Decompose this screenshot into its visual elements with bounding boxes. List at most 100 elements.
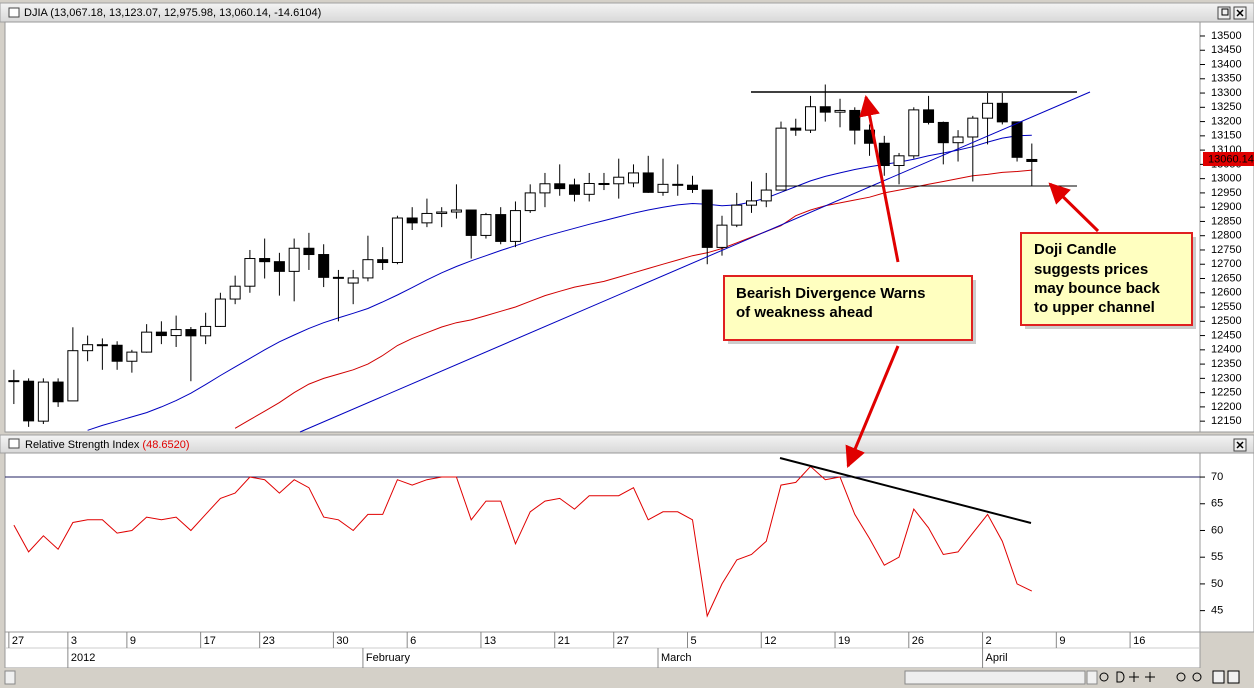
note-text: suggests prices [1034,261,1148,278]
y-tick-label: 60 [1211,524,1223,536]
y-tick-label: 13000 [1211,173,1242,185]
note-text: Doji Candle [1034,241,1117,258]
candle-body [421,212,433,224]
rsi-title: Relative Strength Index (48.6520) [25,439,190,451]
last-price-box [1203,152,1254,166]
last-price: 13060.14 [1208,153,1254,165]
y-tick-label: 12650 [1211,272,1242,284]
candle-body [805,106,817,131]
month-label: 2012 [71,652,95,664]
candle-body [37,381,49,422]
candle-body [952,136,964,144]
candle-body [923,109,935,123]
y-tick-label: 55 [1211,551,1223,563]
note-text: of weakness ahead [736,304,873,321]
y-tick-label: 12450 [1211,329,1242,341]
x-tick-label: 6 [410,635,416,647]
y-tick-label: 12500 [1211,315,1242,327]
candle-body [480,214,492,236]
y-tick-label: 12550 [1211,301,1242,313]
icon [1192,672,1202,682]
candle-body [82,344,94,352]
y-tick-label: 12400 [1211,344,1242,356]
toolbar-icons [1099,670,1240,684]
candle-body [303,247,315,256]
candle-body [8,380,20,383]
candle-body [170,329,182,337]
scroll-right[interactable] [1086,670,1098,685]
y-tick-label: 65 [1211,498,1223,510]
note-text: to upper channel [1034,299,1155,316]
x-tick-label: 27 [617,635,629,647]
x-tick-label: 21 [558,635,570,647]
candle-body [495,214,507,242]
candle-body [613,176,625,185]
x-tick-label: 19 [838,635,850,647]
candle-body [967,117,979,138]
icon[interactable] [1212,670,1225,684]
x-tick-label: 23 [263,635,275,647]
month-label: April [986,652,1008,664]
x-tick-label: 12 [764,635,776,647]
arrow [1048,182,1100,233]
candle-body [96,344,108,347]
candle-body [200,325,212,337]
candle-body [893,155,905,167]
rsi-line [13,465,1033,618]
y-tick-label: 13150 [1211,130,1242,142]
candle-body [259,258,271,263]
candle-body [406,217,418,224]
x-tick-label: 9 [130,635,136,647]
candle-body [878,142,890,167]
y-tick-label: 12800 [1211,230,1242,242]
price-pane [4,21,1201,433]
y-tick-label: 13450 [1211,44,1242,56]
pane-icon [8,438,20,449]
y-tick-label: 13400 [1211,58,1242,70]
candle-body [244,258,256,287]
candle-body [583,182,595,195]
candle-body [790,127,802,131]
y-tick-label: 13200 [1211,115,1242,127]
y-tick-label: 12200 [1211,401,1242,413]
rsi-name: Relative Strength Index [25,439,140,451]
candle-body [288,247,300,272]
candle-body [1026,158,1038,162]
y-tick-label: 70 [1211,471,1223,483]
scrollbar[interactable] [904,670,1086,685]
arrow [845,345,900,468]
y-tick-label: 12700 [1211,258,1242,270]
candle-body [686,184,698,190]
y-tick-label: 12600 [1211,287,1242,299]
y-tick-label: 12250 [1211,387,1242,399]
x-tick-label: 26 [912,635,924,647]
candle-body [185,329,197,337]
maximize-button[interactable] [1217,6,1231,20]
arrow [859,94,900,263]
candle-body [908,109,920,157]
candle-body [554,183,566,190]
note-box [1020,232,1193,326]
note-text: may bounce back [1034,280,1161,297]
icon[interactable] [1227,670,1240,684]
candle-body [701,189,713,248]
scroll-left[interactable] [4,670,16,685]
x-tick-label: 13 [484,635,496,647]
candle-body [347,277,359,284]
pane-icon [8,7,20,18]
candle-body [642,172,654,193]
candle-body [509,210,521,242]
candle-body [834,109,846,113]
close-icon [1236,9,1244,17]
y-tick-label: 13500 [1211,30,1242,42]
x-tick-label: 30 [336,635,348,647]
candle-body [23,380,35,422]
candle-body [362,259,374,279]
y-tick-label: 12150 [1211,415,1242,427]
y-tick-label: 12950 [1211,187,1242,199]
divergence-line [779,457,1032,524]
icon [1176,672,1186,682]
candle-body [141,331,153,353]
icon [1129,672,1139,682]
